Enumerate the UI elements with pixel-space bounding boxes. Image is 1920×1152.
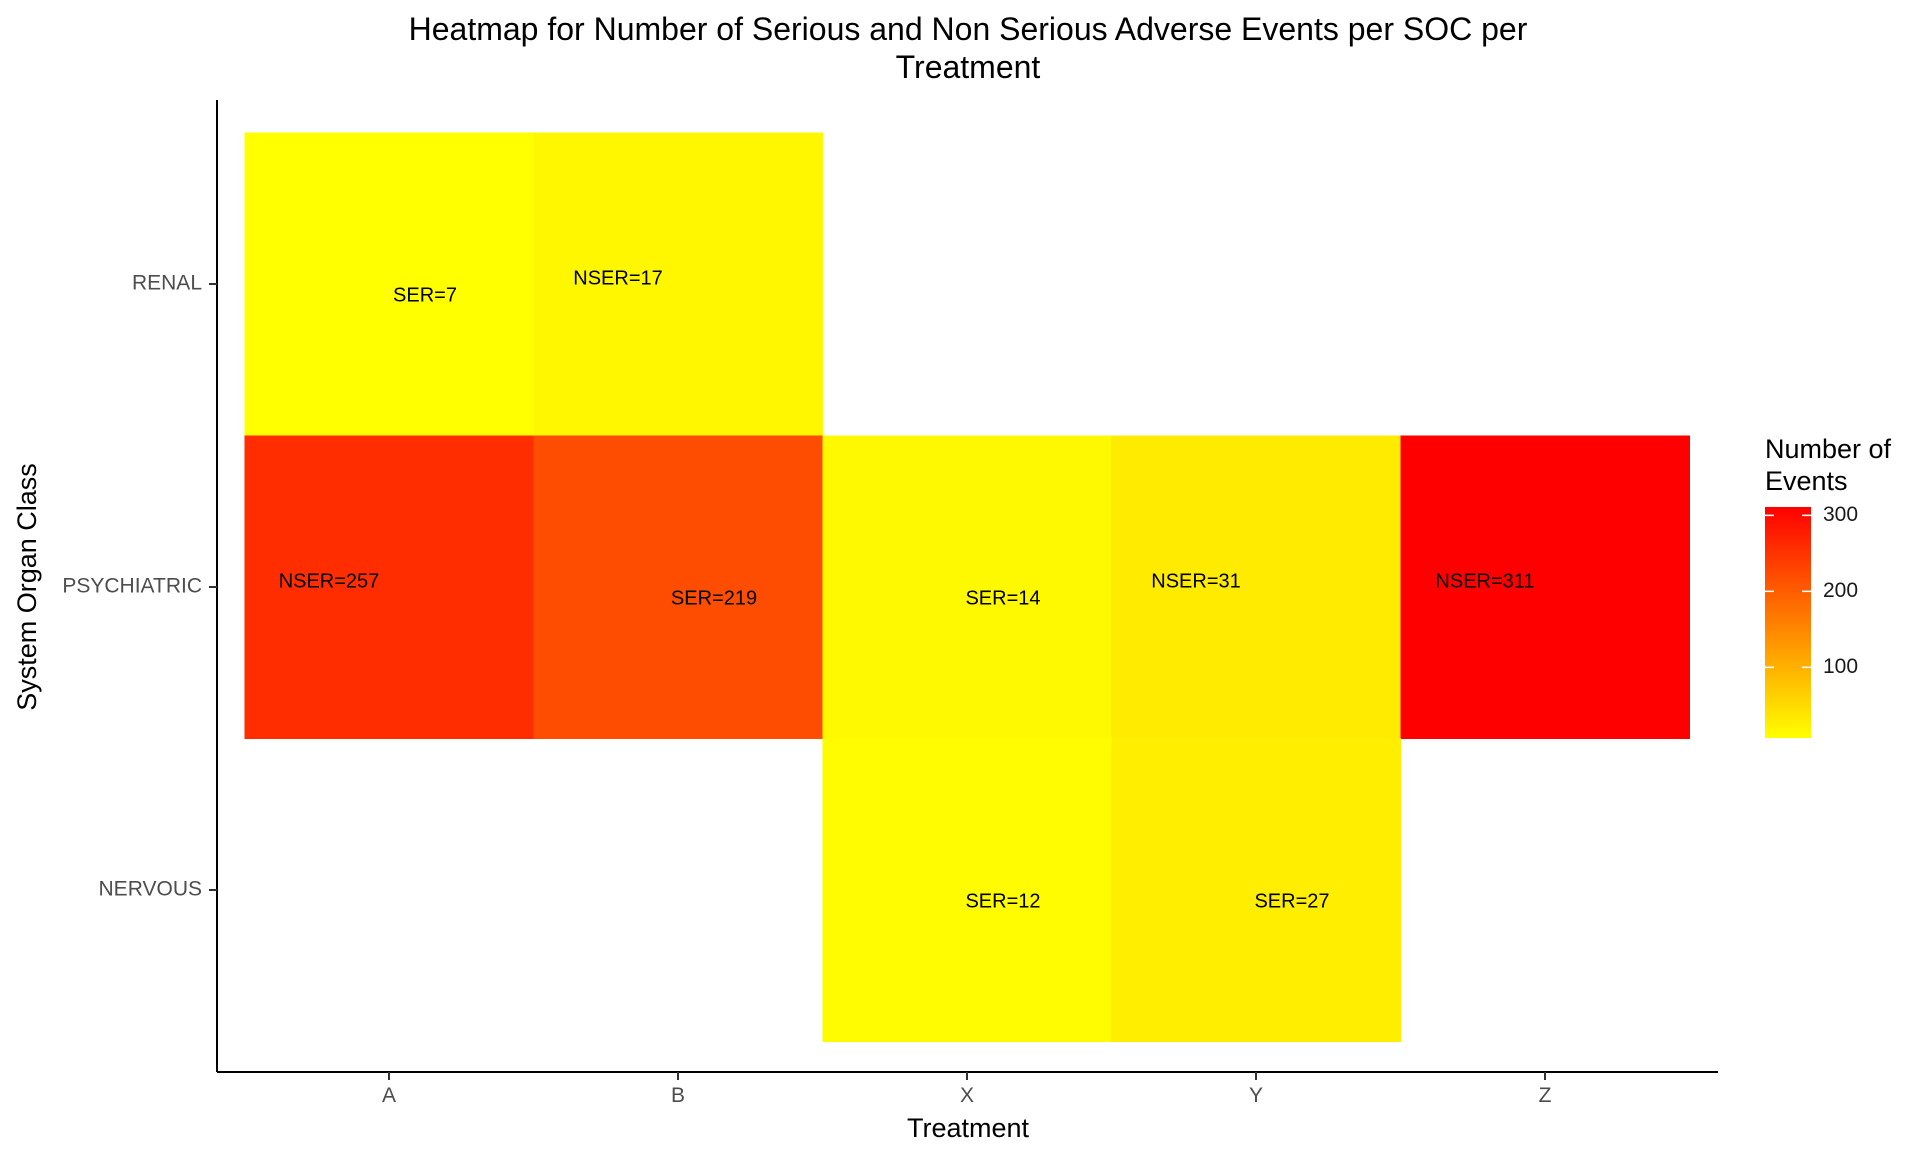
heatmap-cell-Y-nervous [1111, 738, 1401, 1042]
heatmap-cell-X-psychiatric [822, 435, 1112, 739]
cell-label-A-psychiatric: NSER=257 [279, 570, 380, 592]
cell-label-B-psychiatric: SER=219 [671, 587, 757, 609]
legend-title-line-0: Number of [1765, 434, 1892, 464]
legend-tick-label-100: 100 [1823, 655, 1858, 678]
x-tick-label-Y: Y [1249, 1084, 1263, 1107]
y-tick-label-renal: RENAL [132, 272, 202, 295]
cell-label-Y-psychiatric: NSER=31 [1151, 570, 1241, 592]
cell-label-Y-nervous: SER=27 [1254, 890, 1329, 912]
heatmap-cell-B-renal [533, 132, 823, 436]
heatmap-cell-Z-psychiatric [1400, 435, 1690, 739]
legend-tick-label-300: 300 [1823, 503, 1858, 526]
x-tick-label-B: B [671, 1084, 685, 1107]
x-tick-label-A: A [382, 1084, 396, 1107]
y-tick-label-nervous: NERVOUS [99, 878, 202, 901]
x-axis-title: Treatment [907, 1113, 1030, 1143]
chart-title-line-1: Treatment [896, 49, 1041, 85]
cell-label-B-renal: NSER=17 [573, 267, 663, 289]
y-tick-label-psychiatric: PSYCHIATRIC [62, 575, 202, 598]
legend-title-line-1: Events [1765, 466, 1848, 496]
cell-label-X-psychiatric: SER=14 [965, 587, 1040, 609]
chart-title-line-0: Heatmap for Number of Serious and Non Se… [409, 11, 1528, 47]
heatmap-cell-X-nervous [822, 738, 1112, 1042]
heatmap-cell-Y-psychiatric [1111, 435, 1401, 739]
legend-tick-label-200: 200 [1823, 579, 1858, 602]
legend-colorbar [1765, 507, 1811, 738]
cell-label-A-renal: SER=7 [393, 284, 457, 306]
cell-label-Z-psychiatric: NSER=311 [1435, 570, 1534, 592]
heatmap-cell-A-renal [244, 132, 534, 436]
heatmap-cell-B-psychiatric [533, 435, 823, 739]
x-tick-label-Z: Z [1539, 1084, 1552, 1107]
y-axis-title: System Organ Class [12, 463, 42, 711]
heatmap-cell-A-psychiatric [244, 435, 534, 739]
cell-label-X-nervous: SER=12 [965, 890, 1040, 912]
x-tick-label-X: X [960, 1084, 974, 1107]
